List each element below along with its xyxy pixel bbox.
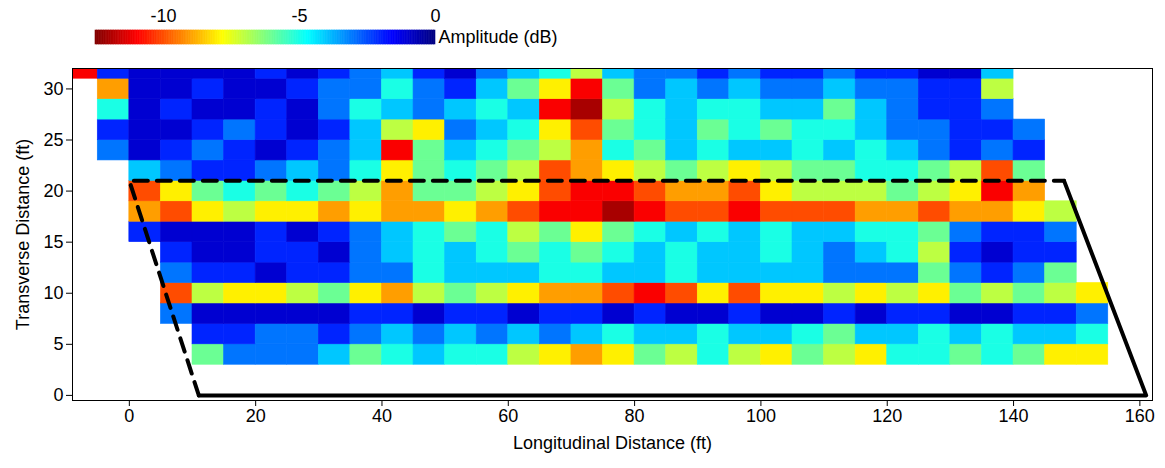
svg-text:Transverse Distance (ft): Transverse Distance (ft) <box>13 139 33 330</box>
svg-text:40: 40 <box>372 406 392 426</box>
svg-text:160: 160 <box>1125 406 1155 426</box>
svg-text:120: 120 <box>872 406 902 426</box>
svg-text:30: 30 <box>43 79 63 99</box>
svg-text:Longitudinal Distance (ft): Longitudinal Distance (ft) <box>513 433 712 453</box>
svg-text:0: 0 <box>53 385 63 405</box>
svg-text:60: 60 <box>498 406 518 426</box>
svg-text:140: 140 <box>999 406 1029 426</box>
svg-text:10: 10 <box>43 283 63 303</box>
svg-text:15: 15 <box>43 232 63 252</box>
svg-text:25: 25 <box>43 130 63 150</box>
svg-text:5: 5 <box>53 334 63 354</box>
svg-text:-5: -5 <box>291 6 307 26</box>
svg-text:20: 20 <box>43 181 63 201</box>
svg-text:20: 20 <box>246 406 266 426</box>
svg-text:0: 0 <box>124 406 134 426</box>
svg-text:-10: -10 <box>150 6 176 26</box>
svg-text:80: 80 <box>625 406 645 426</box>
svg-text:Amplitude (dB): Amplitude (dB) <box>439 27 558 47</box>
svg-text:100: 100 <box>746 406 776 426</box>
svg-text:0: 0 <box>430 6 440 26</box>
